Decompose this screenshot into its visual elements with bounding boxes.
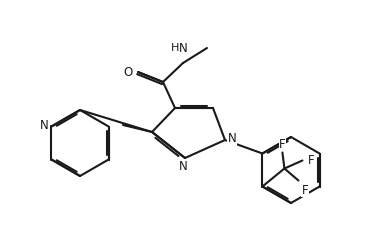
- Text: N: N: [179, 160, 187, 173]
- Text: F: F: [279, 137, 286, 151]
- Text: F: F: [302, 183, 308, 197]
- Text: F: F: [307, 154, 314, 167]
- Text: N: N: [179, 42, 187, 55]
- Text: N: N: [40, 119, 48, 132]
- Text: O: O: [124, 66, 133, 79]
- Text: N: N: [228, 133, 237, 146]
- Text: H: H: [171, 43, 179, 53]
